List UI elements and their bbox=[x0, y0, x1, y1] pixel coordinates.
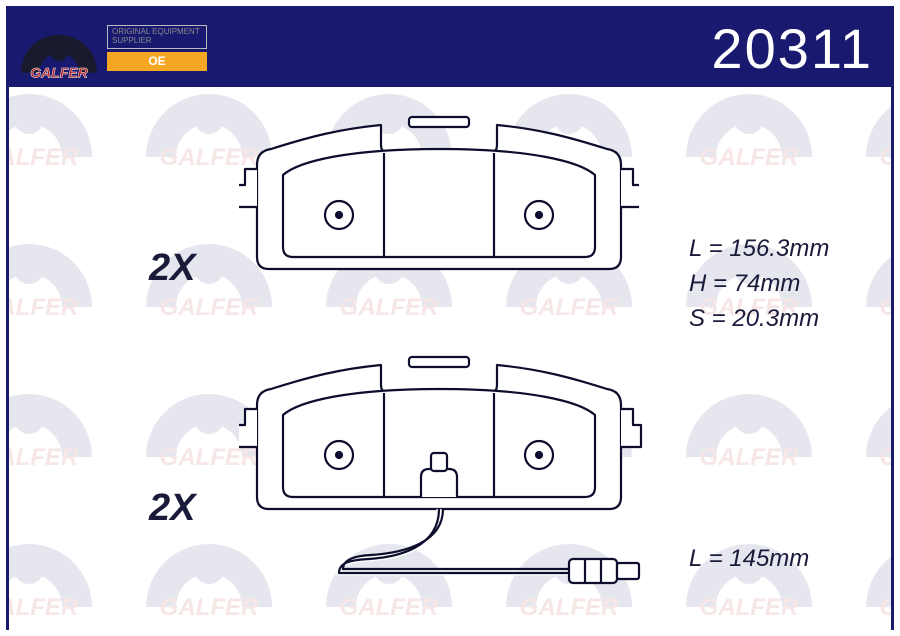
dimensions-sensor: L = 145mm bbox=[689, 542, 809, 577]
brand-oes-label: ORIGINAL EQUIPMENT SUPPLIER bbox=[107, 25, 207, 49]
oe-badge: OE bbox=[107, 52, 207, 71]
svg-text:GALFER: GALFER bbox=[30, 65, 88, 81]
quantity-bottom: 2X bbox=[149, 487, 195, 530]
brand-logo: GALFER ORIGINAL EQUIPMENT SUPPLIER OE bbox=[17, 15, 207, 81]
brand-side: ORIGINAL EQUIPMENT SUPPLIER OE bbox=[107, 25, 207, 71]
brake-pad-bottom bbox=[239, 347, 699, 597]
brake-pad-top bbox=[239, 107, 639, 307]
content-area: GALFER bbox=[9, 87, 891, 630]
part-number: 20311 bbox=[711, 9, 873, 87]
dimensions-main: L = 156.3mm H = 74mm S = 20.3mm bbox=[689, 232, 829, 336]
brand-disc-icon: GALFER bbox=[17, 15, 101, 81]
quantity-top: 2X bbox=[149, 247, 195, 290]
header-bar: GALFER ORIGINAL EQUIPMENT SUPPLIER OE 20… bbox=[9, 9, 891, 87]
